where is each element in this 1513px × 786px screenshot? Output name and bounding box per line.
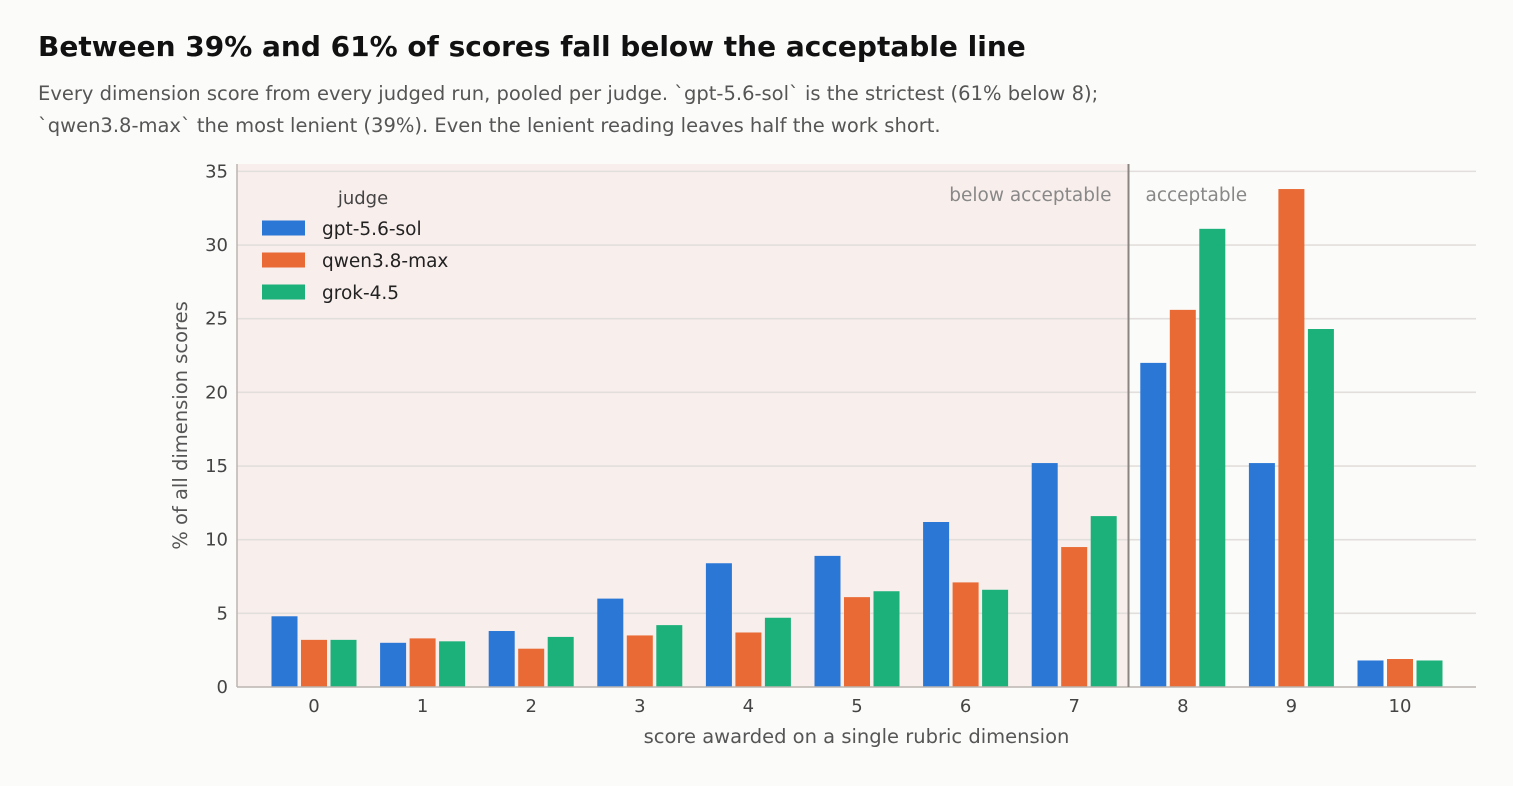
x-tick-label: 4 (743, 696, 754, 717)
bar-gpt-5.6-sol-5 (814, 555, 841, 687)
below-acceptable-label: below acceptable (949, 185, 1111, 206)
legend-swatch-grok-4.5 (262, 284, 305, 300)
bar-grok-4.5-6 (982, 589, 1009, 687)
bar-grok-4.5-10 (1416, 660, 1443, 687)
bar-gpt-5.6-sol-9 (1248, 463, 1275, 687)
bar-gpt-5.6-sol-10 (1357, 660, 1384, 687)
y-tick-label: 10 (205, 530, 228, 551)
legend-title: judge (337, 188, 388, 209)
y-tick-label: 25 (205, 309, 228, 330)
x-tick-label: 2 (525, 696, 536, 717)
bar-grok-4.5-7 (1090, 516, 1117, 687)
y-tick-label: 5 (217, 603, 228, 624)
x-tick-label: 7 (1068, 696, 1079, 717)
x-axis-label: score awarded on a single rubric dimensi… (644, 725, 1070, 748)
legend-label-grok-4.5: grok-4.5 (322, 283, 399, 304)
bar-gpt-5.6-sol-7 (1031, 463, 1058, 687)
bar-qwen3.8-max-5 (844, 597, 870, 687)
bar-qwen3.8-max-8 (1169, 309, 1196, 687)
y-tick-label: 30 (205, 235, 228, 256)
chart-subtitle-line-2: `qwen3.8-max` the most lenient (39%). Ev… (38, 114, 941, 137)
bar-gpt-5.6-sol-6 (923, 521, 950, 687)
x-tick-label: 1 (417, 696, 428, 717)
x-tick-label: 5 (851, 696, 862, 717)
x-tick-label: 6 (960, 696, 971, 717)
bar-qwen3.8-max-0 (301, 639, 327, 687)
x-tick-label: 9 (1286, 696, 1297, 717)
bar-qwen3.8-max-9 (1278, 189, 1305, 687)
bar-qwen3.8-max-3 (626, 635, 653, 687)
bar-grok-4.5-4 (764, 617, 791, 687)
x-tick-label: 10 (1389, 696, 1412, 717)
legend-label-qwen3.8-max: qwen3.8-max (322, 251, 448, 272)
legend-label-gpt-5.6-sol: gpt-5.6-sol (322, 219, 422, 240)
y-tick-label: 20 (205, 382, 228, 403)
bar-qwen3.8-max-2 (518, 648, 545, 687)
bar-gpt-5.6-sol-1 (380, 642, 407, 687)
y-tick-label: 0 (217, 677, 228, 698)
bar-qwen3.8-max-4 (735, 632, 762, 687)
y-axis-label: % of all dimension scores (169, 301, 192, 549)
bar-grok-4.5-1 (439, 641, 466, 687)
bar-grok-4.5-0 (330, 639, 357, 687)
bar-qwen3.8-max-7 (1061, 547, 1088, 687)
bar-grok-4.5-5 (873, 591, 900, 687)
bar-qwen3.8-max-10 (1387, 659, 1413, 687)
acceptable-label: acceptable (1146, 185, 1248, 206)
y-tick-label: 15 (205, 456, 228, 477)
legend-swatch-gpt-5.6-sol (262, 220, 305, 236)
bar-grok-4.5-9 (1307, 329, 1334, 687)
y-tick-label: 35 (205, 161, 228, 182)
below-acceptable-band (237, 164, 1129, 687)
bar-qwen3.8-max-6 (952, 582, 979, 687)
bar-grok-4.5-8 (1199, 228, 1226, 687)
bar-grok-4.5-3 (656, 625, 683, 687)
x-tick-label: 3 (634, 696, 645, 717)
bar-gpt-5.6-sol-2 (488, 631, 515, 687)
bar-gpt-5.6-sol-3 (597, 598, 624, 687)
bar-gpt-5.6-sol-4 (705, 563, 732, 687)
bar-qwen3.8-max-1 (409, 638, 436, 687)
bar-grok-4.5-2 (547, 636, 574, 687)
bar-gpt-5.6-sol-0 (271, 616, 298, 687)
chart-subtitle-line-1: Every dimension score from every judged … (38, 82, 1099, 105)
legend-swatch-qwen3.8-max (262, 252, 305, 268)
x-tick-label: 0 (308, 696, 319, 717)
bar-gpt-5.6-sol-8 (1140, 362, 1167, 687)
x-tick-label: 8 (1177, 696, 1188, 717)
chart-title: Between 39% and 61% of scores fall below… (38, 30, 1026, 63)
